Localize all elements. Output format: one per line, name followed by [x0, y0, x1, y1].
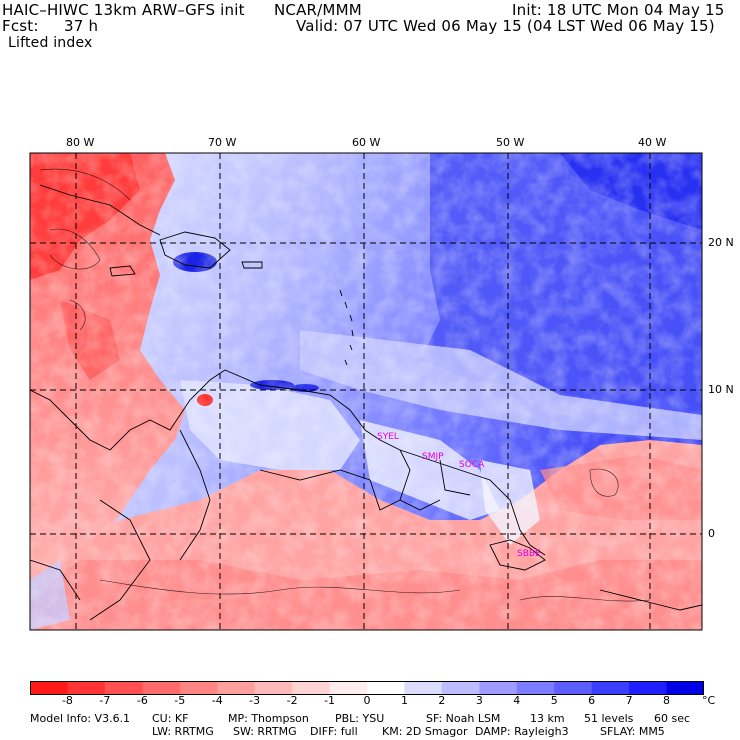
- station-syel: SYEL: [377, 432, 399, 442]
- colorbar-swatch: [292, 681, 331, 695]
- colorbar-tick-label: -4: [211, 694, 223, 707]
- colorbar-swatch: [367, 681, 405, 695]
- colorbar-tick-label: 3: [475, 694, 483, 707]
- colorbar-tick-label: -3: [249, 694, 261, 707]
- colorbar-swatch: [554, 681, 593, 695]
- footer-pbl: PBL: YSU: [335, 712, 385, 725]
- organization: NCAR/MMM: [274, 1, 362, 19]
- lifted-index-map: [29, 152, 703, 631]
- colorbar-tick-label: -7: [99, 694, 111, 707]
- colorbar-tick-label: 4: [513, 694, 521, 707]
- lat-label-10n: 10 N: [708, 383, 734, 396]
- colorbar-swatch: [142, 681, 181, 695]
- colorbar-tick-label: -5: [174, 694, 186, 707]
- lon-label-70w: 70 W: [208, 136, 237, 149]
- colorbar-swatch: [329, 681, 368, 695]
- colorbar-tick-label: 1: [400, 694, 408, 707]
- footer-resolution: 13 km: [530, 712, 565, 725]
- colorbar-swatch: [404, 681, 443, 695]
- forecast-label: Fcst:: [2, 17, 39, 35]
- station-smjp: SMJP: [422, 452, 444, 462]
- footer-lw: LW: RRTMG: [152, 725, 214, 738]
- valid-time: Valid: 07 UTC Wed 06 May 15 (04 LST Wed …: [296, 17, 715, 35]
- colorbar-tick-label: 2: [438, 694, 446, 707]
- init-time: Init: 18 UTC Mon 04 May 15: [512, 1, 725, 19]
- footer-sflay: SFLAY: MM5: [600, 725, 665, 738]
- colorbar-swatch: [254, 681, 293, 695]
- colorbar-tick-label: -8: [61, 694, 73, 707]
- colorbar-tick-label: 5: [550, 694, 558, 707]
- colorbar-tick-label: 6: [588, 694, 596, 707]
- footer-damp: DAMP: Rayleigh3: [475, 725, 569, 738]
- footer-cu: CU: KF: [152, 712, 189, 725]
- colorbar-swatch: [104, 681, 143, 695]
- footer-diff: DIFF: full: [310, 725, 358, 738]
- lat-label-20n: 20 N: [708, 236, 734, 249]
- colorbar-swatch: [591, 681, 630, 695]
- colorbar-swatch: [179, 681, 218, 695]
- colorbar-tick-label: -1: [324, 694, 336, 707]
- lat-label-0: 0: [708, 527, 715, 540]
- colorbar-swatch: [516, 681, 555, 695]
- station-sbbe: SBBE: [517, 549, 541, 559]
- field-name: Lifted index: [8, 35, 93, 51]
- lon-label-60w: 60 W: [352, 136, 381, 149]
- footer-km: KM: 2D Smagor: [382, 725, 468, 738]
- model-title: HAIC–HIWC 13km ARW–GFS init: [2, 1, 245, 19]
- colorbar-frame: [30, 681, 704, 695]
- colorbar-tick-label: 8: [663, 694, 671, 707]
- footer-mp: MP: Thompson: [228, 712, 309, 725]
- colorbar-swatch: [217, 681, 256, 695]
- forecast-hour: 37 h: [64, 17, 99, 35]
- lon-label-40w: 40 W: [638, 136, 667, 149]
- footer-sf: SF: Noah LSM: [426, 712, 501, 725]
- colorbar-swatch: [30, 681, 68, 695]
- colorbar-tick-label: 7: [625, 694, 633, 707]
- colorbar: [30, 681, 704, 695]
- colorbar-swatch: [67, 681, 106, 695]
- footer-sw: SW: RRTMG: [233, 725, 297, 738]
- footer-model-info: Model Info: V3.6.1: [30, 712, 131, 725]
- colorbar-swatch: [441, 681, 480, 695]
- footer-timestep: 60 sec: [654, 712, 691, 725]
- lon-label-50w: 50 W: [496, 136, 525, 149]
- colorbar-swatch: [629, 681, 668, 695]
- colorbar-tick-label: 0: [363, 694, 371, 707]
- colorbar-unit: °C: [702, 694, 716, 707]
- colorbar-tick-label: -6: [136, 694, 148, 707]
- station-soca: SOCA: [459, 460, 485, 470]
- colorbar-tick-label: -2: [286, 694, 298, 707]
- colorbar-swatch: [666, 681, 704, 695]
- footer-levels: 51 levels: [584, 712, 634, 725]
- lon-label-80w: 80 W: [66, 136, 95, 149]
- colorbar-swatch: [479, 681, 518, 695]
